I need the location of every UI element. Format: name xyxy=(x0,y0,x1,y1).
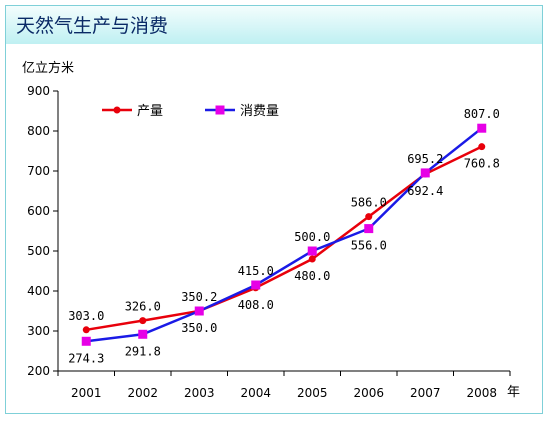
legend-marker-1 xyxy=(113,106,121,114)
series-2-point xyxy=(307,246,317,256)
x-tick-label: 2004 xyxy=(240,386,271,400)
y-tick-label: 900 xyxy=(27,84,50,98)
data-labels: 303.0 326.0 350.2 408.0 480.0 586.0 692.4 760.8… xyxy=(68,107,500,365)
data-label: 556.0 xyxy=(351,239,387,253)
series-2-point xyxy=(420,168,430,178)
data-label: 303.0 xyxy=(68,309,104,323)
series-1-point xyxy=(82,326,90,334)
data-label: 692.4 xyxy=(407,184,443,198)
series-1-point xyxy=(139,317,147,325)
legend-label-1: 产量 xyxy=(137,104,163,119)
series-2-point xyxy=(194,306,204,316)
series-layer xyxy=(81,123,487,346)
series-2-point xyxy=(364,224,374,234)
legend-marker-2 xyxy=(215,105,225,115)
x-tick-label: 2002 xyxy=(127,386,158,400)
series-2-point xyxy=(138,329,148,339)
chart-title: 天然气生产与消费 xyxy=(16,15,169,37)
x-tick-label: 2006 xyxy=(353,386,384,400)
y-tick-label: 800 xyxy=(27,124,50,138)
data-label: 291.8 xyxy=(125,344,161,358)
data-label: 500.0 xyxy=(294,230,330,244)
x-tick-label: 2007 xyxy=(410,386,441,400)
y-tick-label: 700 xyxy=(27,164,50,178)
chart-frame: 天然气生产与消费 xyxy=(5,5,543,414)
data-label: 326.0 xyxy=(125,300,161,314)
legend: 产量 消费量 xyxy=(102,104,279,119)
data-label: 274.3 xyxy=(68,351,104,365)
x-tick-label: 2005 xyxy=(297,386,328,400)
axes: 200 300 400 500 600 700 800 900 2001 2002 2003 2004… xyxy=(22,60,520,400)
data-label: 415.0 xyxy=(238,264,274,278)
title-bar: 天然气生产与消费 xyxy=(6,6,542,44)
series-2-point xyxy=(81,336,91,346)
data-label: 760.8 xyxy=(464,157,500,171)
series-1-point xyxy=(365,213,373,221)
x-tick-label: 2003 xyxy=(184,386,215,400)
data-label: 480.0 xyxy=(294,269,330,283)
data-label: 807.0 xyxy=(464,107,500,121)
y-axis-label: 亿立方米 xyxy=(22,60,74,76)
y-tick-label: 600 xyxy=(27,204,50,218)
y-tick-label: 500 xyxy=(27,244,50,258)
x-tick-label: 2008 xyxy=(466,386,497,400)
series-2-point xyxy=(251,280,261,290)
series-1-point xyxy=(478,143,486,151)
series-1-point xyxy=(308,255,316,263)
x-tick-label: 2001 xyxy=(71,386,102,400)
data-label: 350.2 xyxy=(181,290,217,304)
series-2-point xyxy=(477,123,487,133)
data-label: 695.2 xyxy=(407,152,443,166)
x-axis-label: 年 xyxy=(507,385,520,400)
series-line-2 xyxy=(86,127,483,343)
data-label: 350.0 xyxy=(181,321,217,335)
data-label: 586.0 xyxy=(351,196,387,210)
y-tick-label: 400 xyxy=(27,284,50,298)
legend-label-2: 消费量 xyxy=(240,104,279,119)
y-tick-label: 200 xyxy=(27,364,50,378)
data-label: 408.0 xyxy=(238,298,274,312)
y-tick-label: 300 xyxy=(27,324,50,338)
